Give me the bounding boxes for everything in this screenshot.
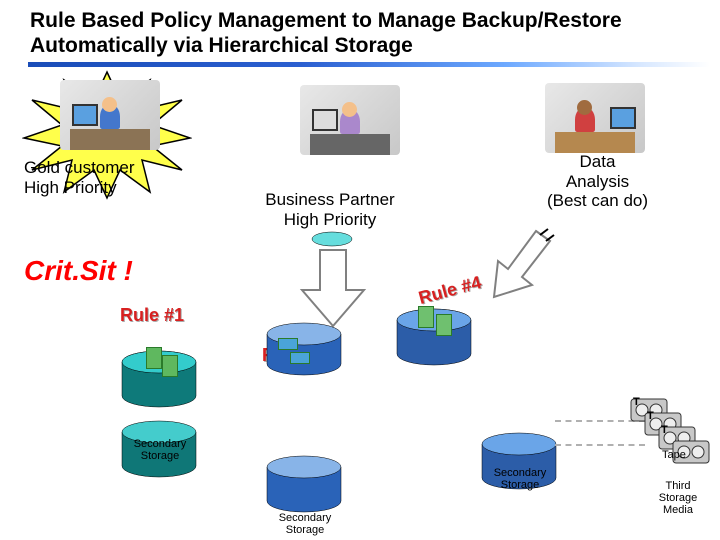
tape-t: T <box>661 424 668 436</box>
label-secondary-3: SecondaryStorage <box>490 467 550 491</box>
arrow-analysis-down <box>478 225 558 305</box>
label-critsit: Crit.Sit ! <box>24 255 133 287</box>
title-underline <box>28 62 710 67</box>
label-rule4: Rule #4 <box>416 272 483 309</box>
db-analysis-primary <box>395 308 473 366</box>
figure-data-analysis <box>540 78 650 158</box>
tape-stack: T T T <box>630 395 710 475</box>
label-business-partner: Business PartnerHigh Priority <box>245 190 415 229</box>
db-partner-primary <box>265 322 343 376</box>
figure-business-partner <box>295 80 405 160</box>
label-secondary-2: SecondaryStorage <box>275 512 335 536</box>
label-third-storage: ThirdStorageMedia <box>648 480 708 516</box>
tape-t: T <box>633 396 640 408</box>
doc-icon <box>290 352 310 364</box>
doc-icon <box>162 355 178 377</box>
db-partner-top <box>310 230 354 248</box>
doc-icon <box>146 347 162 369</box>
page-title: Rule Based Policy Management to Manage B… <box>30 8 710 58</box>
arrow-partner-down <box>298 248 368 328</box>
label-gold-customer: Gold customerHigh Priority <box>24 158 164 197</box>
label-secondary-1: SecondaryStorage <box>130 438 190 462</box>
doc-icon <box>278 338 298 350</box>
label-rule1: Rule #1 <box>120 305 184 326</box>
figure-gold-customer <box>55 75 165 155</box>
doc-icon <box>436 314 452 336</box>
db-secondary-2 <box>265 455 343 513</box>
label-tape: Tape <box>662 449 686 461</box>
tape-t: T <box>647 410 654 422</box>
doc-icon <box>418 306 434 328</box>
label-data-analysis: DataAnalysis(Best can do) <box>525 152 670 211</box>
